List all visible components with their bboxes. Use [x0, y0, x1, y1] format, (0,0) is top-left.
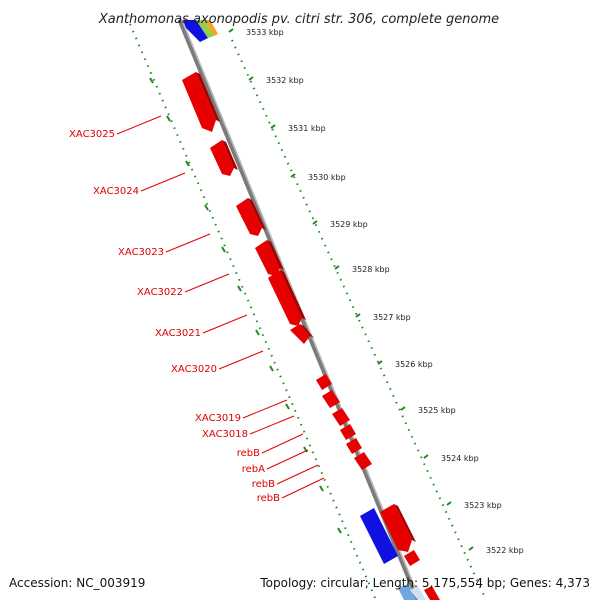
scale-tick-label: 3530 kbp [308, 173, 346, 182]
scale-tick-mark [270, 124, 276, 129]
gene-arrow-xac3019 [316, 374, 332, 390]
genome-summary: Topology: circular; Length: 5,175,554 bp… [260, 576, 590, 590]
gene-label[interactable]: XAC3019 [195, 413, 241, 424]
gene-arrow-bottom-red [380, 504, 420, 566]
gene-label[interactable]: XAC3025 [69, 129, 115, 140]
scale-tick-label: 3529 kbp [330, 220, 368, 229]
scale-tick-mark [312, 220, 318, 225]
gene-label[interactable]: XAC3021 [155, 328, 201, 339]
scale-tick-label: 3523 kbp [464, 501, 502, 510]
gene-label[interactable]: XAC3018 [202, 429, 248, 440]
gene-label[interactable]: rebB [237, 448, 260, 459]
scale-tick-mark [334, 265, 340, 270]
gene-label[interactable]: rebB [252, 479, 275, 490]
scale-tick-mark [290, 173, 296, 178]
gene-arrow-rebB-3 [354, 452, 372, 470]
gene-arrow-xac3021 [268, 270, 306, 326]
inner-major-ticks [149, 77, 342, 534]
scale-ticks: 3533 kbp 3532 kbp 3531 kbp 3530 kbp 3529 kbp… [228, 28, 524, 555]
accession-label: Accession: NC_003919 [9, 576, 146, 590]
scale-tick-label: 3532 kbp [266, 76, 304, 85]
scale-tick-label: 3531 kbp [288, 124, 326, 133]
gene-label[interactable]: rebB [257, 493, 280, 504]
scale-tick-label: 3527 kbp [373, 313, 411, 322]
gene-arrow-xac3018 [322, 390, 340, 408]
gene-arrow-xac3025 [182, 72, 220, 132]
inner-scale-line [129, 23, 377, 600]
gene-label[interactable]: XAC3024 [93, 186, 139, 197]
gene-arrow-xac3020 [290, 324, 314, 344]
scale-tick-mark [400, 406, 406, 411]
gene-label[interactable]: XAC3023 [118, 247, 164, 258]
scale-tick-mark [355, 313, 361, 318]
scale-tick-label: 3533 kbp [246, 28, 284, 37]
gene-labels: XAC3025 XAC3024 XAC3023 XAC3022 XAC3021 XAC30… [69, 129, 280, 504]
scale-tick-label: 3526 kbp [395, 360, 433, 369]
scale-tick-mark [228, 28, 234, 33]
gene-arrow-xac3023 [236, 198, 266, 236]
scale-tick-mark [423, 454, 429, 459]
gene-arrow-blue [360, 508, 398, 564]
scale-tick-mark [446, 501, 452, 506]
gene-arrow-rebA [340, 424, 356, 440]
scale-tick-mark [377, 360, 383, 365]
scale-tick-label: 3528 kbp [352, 265, 390, 274]
scale-tick-label: 3522 kbp [486, 546, 524, 555]
gene-arrows [182, 72, 440, 600]
gene-arrow-xac3024 [210, 140, 238, 176]
outer-scale-line [231, 39, 487, 600]
top-gene-fragments [178, 20, 218, 42]
scale-tick-mark [468, 546, 474, 551]
gene-arrow-xac3022 [255, 240, 284, 276]
gene-label[interactable]: XAC3022 [137, 287, 183, 298]
scale-tick-label: 3524 kbp [441, 454, 479, 463]
map-title: Xanthomonas axonopodis pv. citri str. 30… [98, 12, 499, 27]
gene-leader-lines [116, 115, 325, 499]
gene-label[interactable]: rebA [242, 464, 265, 475]
scale-tick-mark [248, 76, 254, 81]
scale-tick-label: 3525 kbp [418, 406, 456, 415]
gene-label[interactable]: XAC3020 [171, 364, 217, 375]
gene-arrow-rebB-2 [346, 438, 362, 454]
gene-arrow-rebB-1 [332, 408, 350, 426]
